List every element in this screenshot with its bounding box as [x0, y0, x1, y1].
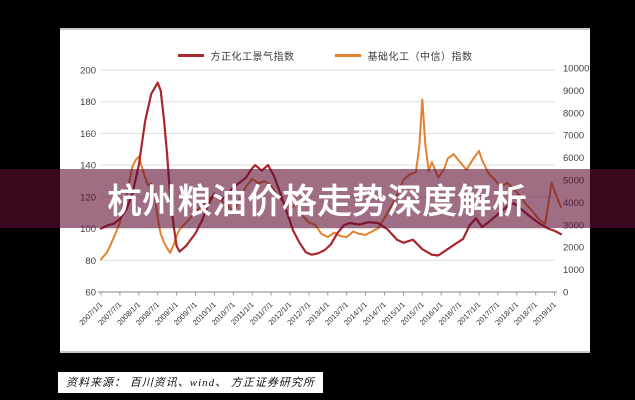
legend: 方正化工景气指数 基础化工（中信）指数: [60, 48, 590, 63]
right-axis-tick: 1000: [563, 265, 584, 276]
legend-item-1: 基础化工（中信）指数: [334, 48, 473, 63]
right-axis-tick: 6000: [563, 153, 584, 164]
legend-label: 基础化工（中信）指数: [367, 52, 473, 63]
left-axis-tick: 100: [80, 224, 96, 235]
headline-banner: 杭州粮油价格走势深度解析: [0, 169, 635, 228]
source-note: 资料来源： 百川资讯、wind、 方正证券研究所: [58, 372, 323, 393]
left-axis-tick: 60: [85, 288, 96, 299]
left-axis-tick: 180: [80, 97, 96, 108]
right-axis-tick: 2000: [563, 243, 584, 254]
right-axis-tick: 0: [563, 288, 568, 299]
legend-swatch-icon: [334, 54, 361, 57]
legend-swatch-icon: [177, 54, 204, 57]
series-line-orange: [100, 98, 562, 261]
left-axis-tick: 80: [85, 256, 96, 267]
right-axis-tick: 10000: [563, 64, 589, 75]
legend-label: 方正化工景气指数: [210, 52, 295, 63]
headline-title: 杭州粮油价格走势深度解析: [107, 183, 528, 221]
left-axis-tick: 200: [80, 66, 96, 77]
right-axis-tick: 8000: [563, 108, 584, 119]
right-axis-tick: 9000: [563, 86, 584, 97]
left-axis-tick: 140: [80, 161, 96, 172]
right-axis-tick: 7000: [563, 131, 584, 142]
left-axis-tick: 160: [80, 129, 96, 140]
legend-item-0: 方正化工景气指数: [177, 48, 295, 63]
